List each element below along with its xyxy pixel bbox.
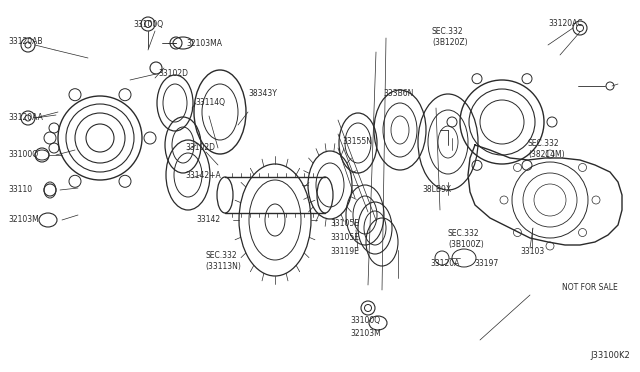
Text: 33120AB: 33120AB	[8, 38, 42, 46]
Text: 33142+A: 33142+A	[185, 171, 221, 180]
Text: 33105E: 33105E	[330, 234, 359, 243]
Text: SEC.332: SEC.332	[205, 251, 237, 260]
Text: J33100K2: J33100K2	[590, 352, 630, 360]
Text: (33113N): (33113N)	[205, 262, 241, 270]
Text: (38214M): (38214M)	[528, 150, 564, 158]
Text: (3B100Z): (3B100Z)	[448, 240, 484, 248]
Text: 33110: 33110	[8, 186, 32, 195]
Text: SEC.332: SEC.332	[448, 230, 479, 238]
Text: (3B120Z): (3B120Z)	[432, 38, 468, 46]
Text: 33155N: 33155N	[342, 138, 372, 147]
Text: 33105E: 33105E	[330, 219, 359, 228]
Text: 33120AC: 33120AC	[548, 19, 582, 29]
Text: 32103MA: 32103MA	[186, 39, 222, 48]
Text: NOT FOR SALE: NOT FOR SALE	[563, 283, 618, 292]
Text: 33102D: 33102D	[158, 70, 188, 78]
Text: 33103: 33103	[520, 247, 544, 257]
Text: 38343Y: 38343Y	[248, 90, 277, 99]
Text: 33197: 33197	[474, 260, 499, 269]
Text: 33114Q: 33114Q	[195, 97, 225, 106]
Text: 33100Q: 33100Q	[350, 315, 380, 324]
Text: 33120AA: 33120AA	[8, 112, 43, 122]
Text: 33100Q: 33100Q	[133, 19, 163, 29]
Text: SEC.332: SEC.332	[432, 28, 463, 36]
Text: 33142: 33142	[196, 215, 220, 224]
Text: 38LB9X: 38LB9X	[422, 186, 451, 195]
Text: 33100Q: 33100Q	[8, 150, 38, 158]
Text: 33102D: 33102D	[185, 142, 215, 151]
Text: 33120A: 33120A	[430, 260, 460, 269]
Text: SEC.332: SEC.332	[528, 140, 559, 148]
Text: 333B6N: 333B6N	[383, 90, 413, 99]
Text: 33119E: 33119E	[330, 247, 359, 257]
Text: 32103M: 32103M	[8, 215, 39, 224]
Text: 32103M: 32103M	[350, 330, 381, 339]
